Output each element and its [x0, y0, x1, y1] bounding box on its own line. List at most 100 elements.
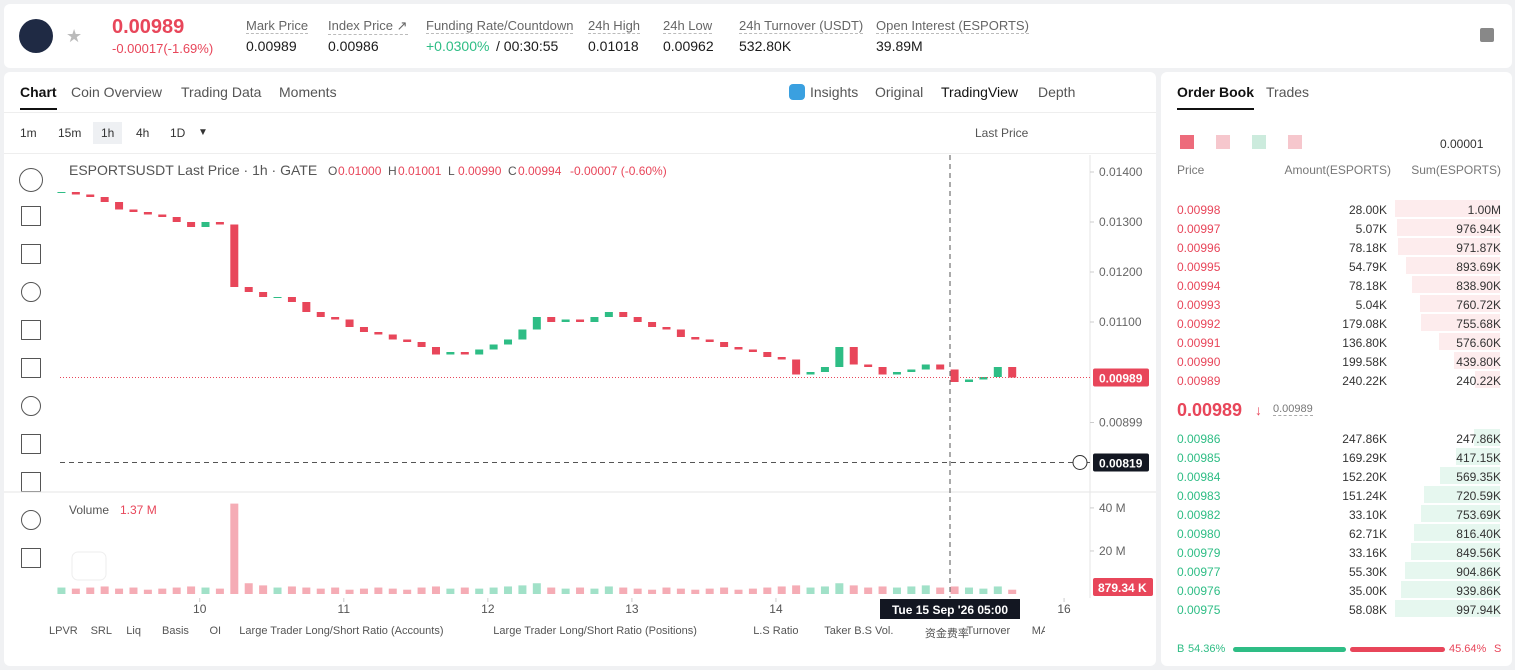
- volume-bar: [475, 588, 484, 594]
- buy-ratio: 54.36%: [1188, 643, 1226, 655]
- indicator[interactable]: LPVR: [49, 625, 78, 637]
- candle: [316, 312, 325, 317]
- last-price-tag: 0.00989: [1099, 372, 1143, 386]
- volume-bar: [259, 585, 268, 594]
- ob-sum: 939.86K: [1456, 584, 1501, 598]
- candle: [662, 327, 671, 330]
- drawing-tool[interactable]: [19, 168, 43, 192]
- x-tick-label: 14: [769, 602, 783, 616]
- ob-price: 0.00975: [1177, 603, 1221, 617]
- depth-bar: [1395, 600, 1500, 617]
- y-tick-label: 0.00899: [1099, 416, 1143, 430]
- drawing-tool[interactable]: [21, 434, 41, 454]
- book-icon[interactable]: [1480, 28, 1494, 42]
- ob-price: 0.00983: [1177, 489, 1221, 503]
- ob-sum: 247.86K: [1456, 432, 1501, 446]
- candle: [215, 222, 224, 225]
- interval[interactable]: 1h: [93, 122, 123, 144]
- interval[interactable]: 15m: [58, 126, 82, 140]
- depth-bar: [1397, 219, 1500, 236]
- stat-label: 24h High: [588, 18, 641, 34]
- indicator[interactable]: Turnover: [966, 625, 1011, 637]
- interval[interactable]: 1D: [170, 126, 186, 140]
- indicator[interactable]: MA: [1031, 625, 1045, 637]
- drawing-tool[interactable]: [21, 320, 41, 340]
- ai-icon[interactable]: [789, 84, 805, 100]
- ob-view[interactable]: [1216, 135, 1230, 149]
- stat-value: 0.00989: [246, 38, 297, 54]
- volume-bar: [792, 585, 801, 594]
- chart-tab[interactable]: Trading Data: [181, 84, 262, 100]
- candle: [936, 364, 945, 370]
- candle: [691, 337, 700, 340]
- indicator[interactable]: OI: [209, 625, 222, 637]
- ob-tab[interactable]: Trades: [1266, 84, 1310, 100]
- chart-tab[interactable]: Moments: [279, 84, 337, 100]
- interval-caret[interactable]: ▼: [198, 127, 208, 138]
- drawing-tool[interactable]: [21, 358, 41, 378]
- ob-price: 0.00990: [1177, 355, 1221, 369]
- candle: [892, 372, 901, 375]
- ob-view[interactable]: [1252, 135, 1266, 149]
- indicator[interactable]: Taker B.S Vol.: [824, 625, 894, 637]
- ob-sum: 576.60K: [1456, 336, 1501, 350]
- candle: [590, 317, 599, 322]
- candle: [820, 367, 829, 372]
- drawing-tool[interactable]: [21, 244, 41, 264]
- drawing-tool[interactable]: [21, 282, 41, 302]
- y-tick-label: 0.01200: [1099, 265, 1143, 279]
- ob-view[interactable]: [1288, 135, 1302, 149]
- indicator[interactable]: Large Trader Long/Short Ratio (Accounts): [239, 625, 444, 637]
- interval[interactable]: 1m: [20, 126, 37, 140]
- indicator[interactable]: Large Trader Long/Short Ratio (Positions…: [493, 625, 697, 637]
- price-select[interactable]: Last Price: [975, 126, 1029, 140]
- candle: [273, 297, 282, 298]
- volume-bar: [359, 588, 368, 594]
- interval[interactable]: 4h: [136, 126, 150, 140]
- candle: [143, 212, 152, 215]
- candle: [201, 222, 210, 227]
- indicator[interactable]: Liq: [126, 625, 141, 637]
- ob-tab[interactable]: Order Book: [1177, 84, 1255, 110]
- ob-amount: 55.30K: [1348, 565, 1387, 579]
- view-tab[interactable]: TradingView: [941, 84, 1019, 100]
- ob-price: 0.00976: [1177, 584, 1221, 598]
- volume-bar: [878, 586, 887, 594]
- volume-bar: [676, 588, 685, 594]
- volume-bar: [763, 587, 772, 594]
- view-tab[interactable]: Original: [875, 84, 924, 100]
- view-tab[interactable]: Depth: [1038, 84, 1076, 100]
- stat-extra: / 00:30:55: [496, 38, 559, 54]
- indicator[interactable]: Basis: [162, 625, 189, 637]
- view-tab[interactable]: Insights: [810, 84, 859, 100]
- ob-view[interactable]: [1180, 135, 1194, 149]
- volume-bar: [331, 587, 340, 594]
- volume-bar: [1008, 589, 1017, 594]
- indicator[interactable]: SRL: [90, 625, 112, 637]
- chart-tab[interactable]: Chart: [20, 84, 57, 110]
- ob-precision[interactable]: 0.00001: [1440, 137, 1484, 151]
- drawing-tool[interactable]: [21, 510, 41, 530]
- drawing-tool[interactable]: [21, 206, 41, 226]
- candle: [115, 202, 124, 210]
- favorite-star[interactable]: ★: [66, 26, 83, 46]
- top-bar: ★ 0.00989 -0.00017(-1.69%): [4, 4, 1512, 68]
- volume-bar: [936, 587, 945, 594]
- volume-bar: [720, 587, 729, 594]
- candle: [71, 192, 80, 195]
- drawing-tool[interactable]: [21, 548, 41, 568]
- volume-tag-bg: [1093, 578, 1153, 596]
- indicator[interactable]: 资金费率: [924, 628, 969, 640]
- candle: [374, 332, 383, 335]
- chart-tab[interactable]: Coin Overview: [71, 84, 163, 100]
- ob-sum: 1.00M: [1467, 203, 1501, 217]
- drawing-tool[interactable]: [21, 396, 41, 416]
- volume-bar: [446, 588, 455, 594]
- indicator[interactable]: L.S Ratio: [753, 625, 799, 637]
- volume-tick-label: 40 M: [1099, 501, 1126, 515]
- stat-value: 532.80K: [739, 38, 792, 54]
- ob-price: 0.00997: [1177, 222, 1221, 236]
- volume-bar: [57, 587, 66, 594]
- time-tag-bg: [880, 599, 1020, 619]
- stat-value: 0.00986: [328, 38, 379, 54]
